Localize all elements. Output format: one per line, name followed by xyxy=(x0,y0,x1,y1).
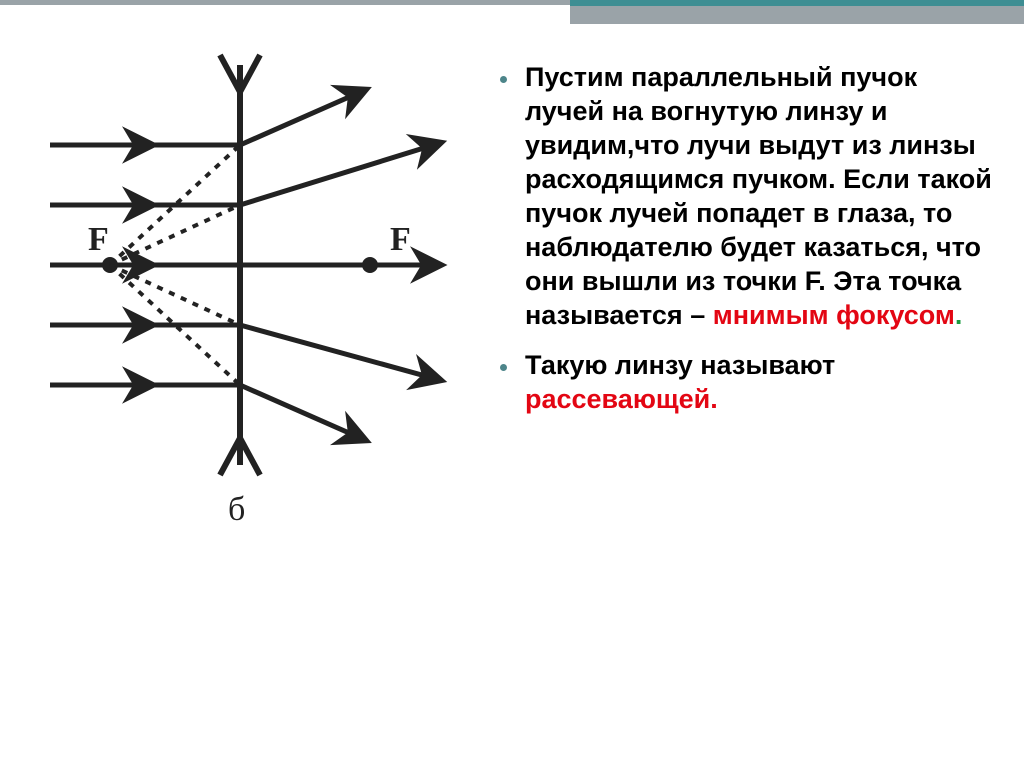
bullet-2-body: Такую линзу называют xyxy=(525,350,835,380)
bullet-1: Пустим параллельный пучок лучей на вогну… xyxy=(500,60,1000,332)
bullet-1-red: мнимым фокусом xyxy=(713,300,955,330)
bullet-dot-icon xyxy=(500,76,507,83)
diagram-sub-label: б xyxy=(228,491,245,528)
bullet-2-red: рассевающей. xyxy=(525,384,718,414)
accent-white xyxy=(0,5,570,24)
focus-right-label: F xyxy=(390,221,411,258)
slide-top-accent xyxy=(0,0,1024,24)
bullet-1-text: Пустим параллельный пучок лучей на вогну… xyxy=(525,60,1000,332)
bullet-1-period: . xyxy=(955,300,963,330)
lens-ray-diagram: F F б xyxy=(20,30,460,530)
diagram-svg: F F б xyxy=(20,30,460,530)
bullet-dot-icon xyxy=(500,364,507,371)
bullet-2-text: Такую линзу называют рассевающей. xyxy=(525,348,1000,416)
focus-left-label: F xyxy=(88,221,109,258)
accent-teal xyxy=(570,0,1024,6)
bullet-2: Такую линзу называют рассевающей. xyxy=(500,348,1000,416)
incoming-rays xyxy=(50,145,240,385)
bullet-1-body: Пустим параллельный пучок лучей на вогну… xyxy=(525,62,992,330)
outgoing-rays xyxy=(240,90,440,440)
text-column: Пустим параллельный пучок лучей на вогну… xyxy=(500,60,1000,432)
